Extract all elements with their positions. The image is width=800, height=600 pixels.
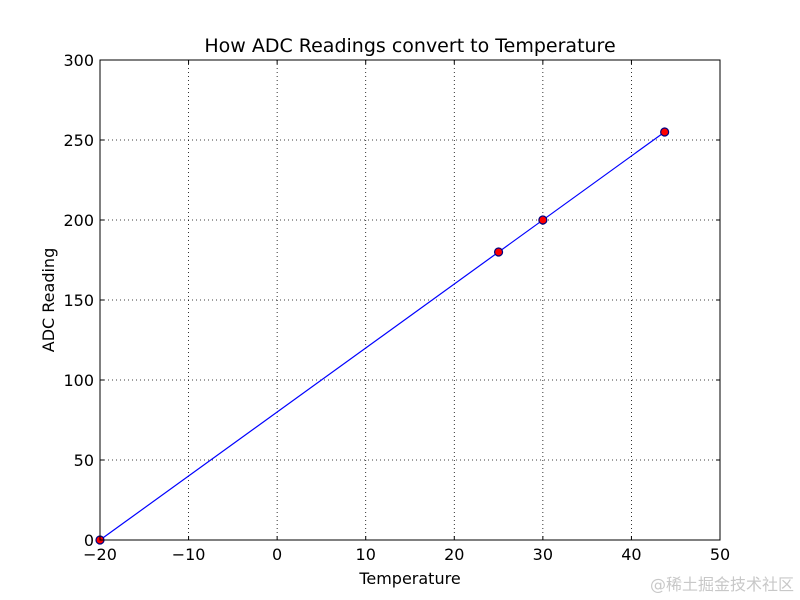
x-tick-label: −20 [83,545,117,564]
y-tick-label: 300 [63,51,94,70]
data-point [493,247,504,257]
x-tick-label: −10 [172,545,206,564]
x-tick-label: 30 [533,545,553,564]
y-tick-label: 50 [74,451,94,470]
grid [100,60,720,540]
watermark-text: @稀土掘金技术社区 [650,575,794,594]
x-tick-label: 40 [621,545,641,564]
x-axis-label: Temperature [358,569,460,588]
x-tick-label: 10 [356,545,376,564]
y-axis-label: ADC Reading [39,248,58,352]
y-tick-label: 150 [63,291,94,310]
y-tick-label: 200 [63,211,94,230]
x-tick-label: 0 [272,545,282,564]
x-tick-label: 50 [710,545,730,564]
data-point [660,127,670,137]
y-tick-label: 100 [63,371,94,390]
y-tick-label: 250 [63,131,94,150]
y-tick-label: 0 [84,531,94,550]
chart-title: How ADC Readings convert to Temperature [204,35,615,57]
x-tick-label: 20 [444,545,464,564]
axis-ticks: −20 −10 0 10 20 30 40 50 0 50 100 150 200 250 300 [63,51,730,564]
data-point [538,215,548,225]
series-line [99,131,665,541]
